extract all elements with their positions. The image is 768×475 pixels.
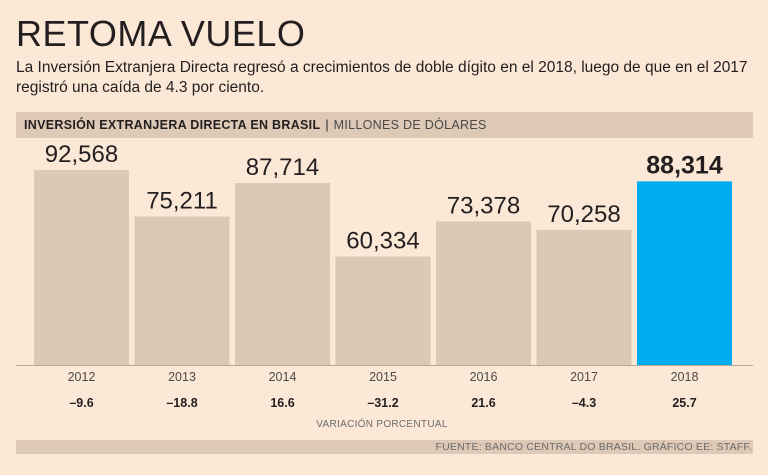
value-label-2015: 60,334	[346, 228, 419, 255]
bar-2016	[436, 221, 531, 365]
header-unit: MILLONES DE DÓLARES	[333, 118, 487, 132]
variation-label-2014: 16.6	[270, 396, 294, 410]
bar-2013	[134, 216, 230, 365]
year-label-2012: 2012	[68, 370, 96, 384]
variation-row-label: VARIACIÓN PORCENTUAL	[316, 417, 448, 430]
header-separator: |	[325, 118, 329, 132]
chart-header-bar: INVERSIÓN EXTRANJERA DIRECTA EN BRASIL |…	[16, 112, 753, 138]
bar-2012	[34, 169, 129, 365]
year-label-2013: 2013	[168, 370, 196, 384]
value-label-2013: 75,211	[146, 188, 218, 215]
year-label-2018: 2018	[671, 370, 699, 384]
year-label-2017: 2017	[570, 370, 598, 384]
value-label-2014: 87,714	[246, 154, 319, 181]
year-label-2014: 2014	[269, 370, 297, 384]
year-label-2015: 2015	[369, 370, 397, 384]
variation-label-2013: –18.8	[166, 396, 197, 410]
year-label-2016: 2016	[470, 370, 498, 384]
footer-bar	[16, 440, 753, 454]
chart-title: RETOMA VUELO	[16, 13, 306, 54]
variation-label-2015: –31.2	[367, 396, 398, 410]
chart-subtitle: La Inversión Extranjera Directa regresó …	[16, 59, 748, 96]
bar-2018	[637, 181, 732, 365]
variation-label-2017: –4.3	[572, 396, 596, 410]
value-label-2012: 92,568	[45, 141, 118, 168]
variation-label-2012: –9.6	[69, 396, 93, 410]
bar-2017	[536, 229, 632, 365]
value-label-2017: 70,258	[547, 201, 620, 228]
variation-label-2018: 25.7	[672, 396, 696, 410]
header-label: INVERSIÓN EXTRANJERA DIRECTA EN BRASIL	[24, 118, 321, 132]
source-note: FUENTE: BANCO CENTRAL DO BRASIL. GRÁFICO…	[435, 441, 752, 453]
bar-2015	[335, 256, 431, 365]
value-label-2018: 88,314	[646, 151, 723, 179]
value-label-2016: 73,378	[447, 193, 520, 220]
bar-2014	[235, 183, 330, 365]
variation-label-2016: 21.6	[471, 396, 495, 410]
